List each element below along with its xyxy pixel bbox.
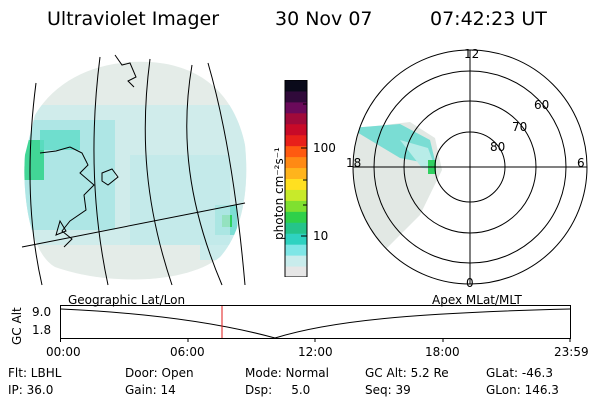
ip-info: IP: 36.0 [8,383,54,397]
colorbar-cell [285,189,307,201]
gain-info: Gain: 14 [125,383,176,397]
colorbar-cell [285,244,307,256]
colorbar-cell [285,233,307,245]
geographic-image-panel [21,54,247,286]
mode-info: Mode: Normal [245,366,329,380]
colorbar-cell [285,134,307,147]
date-label: 30 Nov 07 [275,8,373,30]
x-tick-1800: 18:00 [425,345,460,359]
colorbar-cell [285,266,307,277]
colorbar-cell [285,80,307,92]
colorbar [284,80,308,277]
colorbar-tick-100: 100 [313,141,336,155]
coastline [39,54,137,248]
colorbar-cell [285,90,307,103]
apex-mlat-mlt-label: Apex MLat/MLT [432,293,522,307]
altitude-plot [60,305,571,342]
colorbar-cell [285,167,307,179]
aurora-disk [24,61,247,280]
colorbar-unit-label: photon cm⁻²s⁻¹ [272,147,286,240]
colorbar-cell [285,101,307,114]
mlt-label-18: 18 [346,156,362,170]
dsp-info: Dsp: 5.0 [245,383,311,397]
glat-info: GLat: -46.3 [486,366,553,380]
polar-grid [352,49,588,285]
colorbar-cell [285,200,307,212]
mlt-label-0: 0 [466,276,474,290]
gc-alt-info: GC Alt: 5.2 Re [365,366,449,380]
meridian-lines [21,56,246,286]
mlat-label-70: 70 [512,120,528,134]
door-info: Door: Open [125,366,194,380]
y-tick-1-8: 1.8 [32,323,52,337]
x-tick-0000: 00:00 [46,345,81,359]
colorbar-cell [285,255,307,267]
gc-alt-axis-title: GC Alt [10,307,24,345]
colorbar-cell [285,145,307,158]
x-tick-1200: 12:00 [298,345,333,359]
mlt-label-6: 6 [577,156,585,170]
colorbar-cell [285,211,307,223]
mlt-label-12: 12 [464,47,480,61]
seq-info: Seq: 39 [365,383,411,397]
x-tick-0600: 06:00 [170,345,205,359]
geographic-latlon-label: Geographic Lat/Lon [68,293,186,307]
x-tick-2359: 23:59 [554,345,589,359]
colorbar-cell [285,178,307,190]
mlat-label-60: 60 [534,98,550,112]
glon-info: GLon: 146.3 [486,383,559,397]
filter-info: Flt: LBHL [8,366,62,380]
colorbar-cell [285,222,307,234]
colorbar-cell [285,123,307,136]
polar-plot [352,49,588,285]
mlat-label-80: 80 [490,140,506,154]
colorbar-cell [285,112,307,125]
time-label: 07:42:23 UT [430,8,547,30]
y-tick-9: 9.0 [32,305,52,319]
colorbar-tick-10: 10 [313,229,329,243]
colorbar-cell [285,156,307,169]
instrument-title: Ultraviolet Imager [47,8,220,30]
